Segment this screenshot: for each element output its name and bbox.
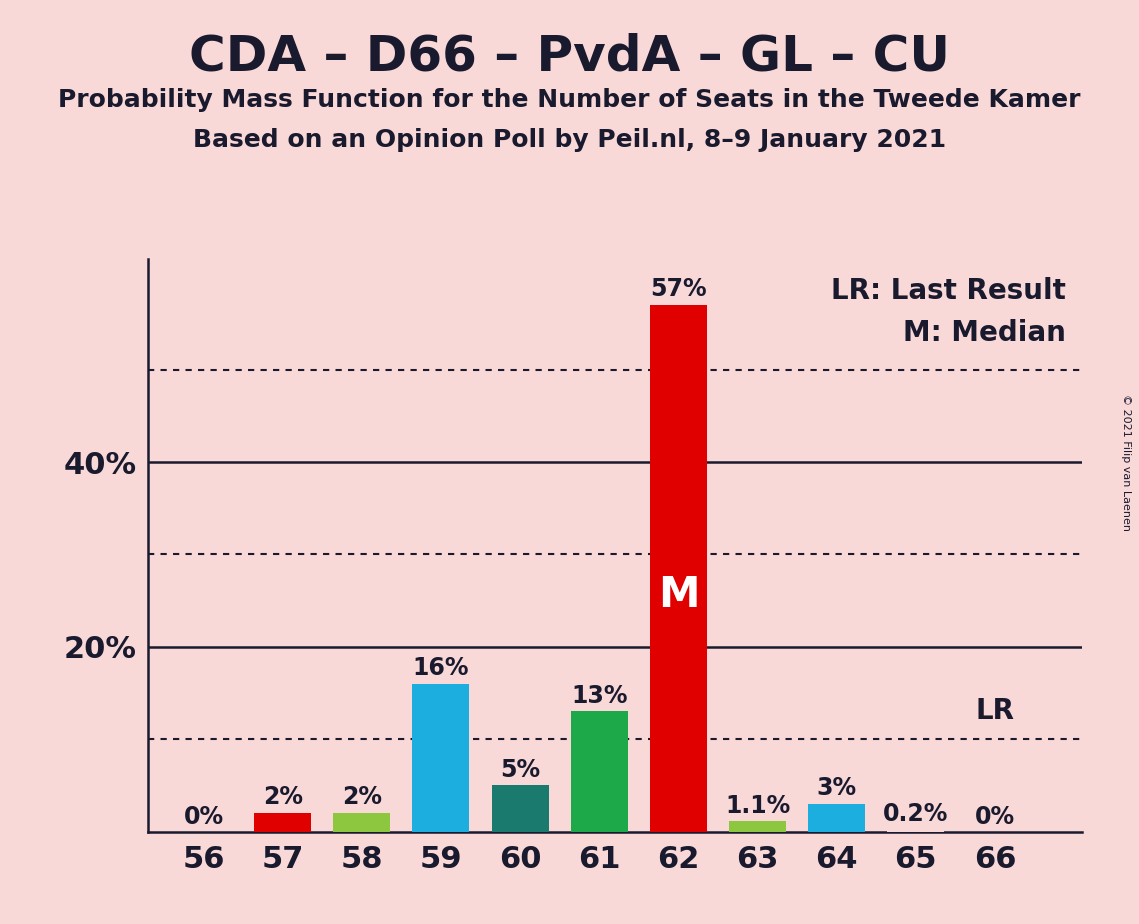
Bar [492, 785, 549, 832]
Text: Probability Mass Function for the Number of Seats in the Tweede Kamer: Probability Mass Function for the Number… [58, 88, 1081, 112]
Text: © 2021 Filip van Laenen: © 2021 Filip van Laenen [1121, 394, 1131, 530]
Text: CDA – D66 – PvdA – GL – CU: CDA – D66 – PvdA – GL – CU [189, 32, 950, 80]
Text: 0%: 0% [183, 805, 223, 829]
Bar [650, 305, 707, 832]
Text: LR: LR [975, 698, 1015, 725]
Bar [887, 830, 944, 832]
Bar [334, 813, 391, 832]
Text: 2%: 2% [342, 785, 382, 809]
Text: 0.2%: 0.2% [883, 802, 949, 826]
Text: 2%: 2% [263, 785, 303, 809]
Text: 3%: 3% [817, 776, 857, 800]
Text: 13%: 13% [571, 684, 628, 708]
Text: 0%: 0% [975, 805, 1015, 829]
Text: 57%: 57% [650, 277, 706, 301]
Text: Based on an Opinion Poll by Peil.nl, 8–9 January 2021: Based on an Opinion Poll by Peil.nl, 8–9… [192, 128, 947, 152]
Text: LR: Last Result: LR: Last Result [831, 277, 1066, 305]
Bar [571, 711, 628, 832]
Bar [412, 684, 469, 832]
Bar [254, 813, 311, 832]
Bar [809, 804, 866, 832]
Text: 16%: 16% [412, 656, 469, 680]
Text: M: Median: M: Median [903, 319, 1066, 346]
Text: 1.1%: 1.1% [724, 794, 790, 818]
Text: M: M [657, 574, 699, 615]
Bar [729, 821, 786, 832]
Text: 5%: 5% [500, 758, 540, 782]
